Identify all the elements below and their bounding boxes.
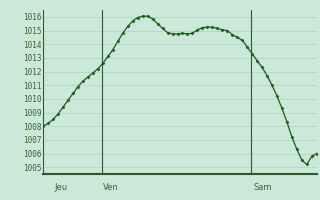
Text: Jeu: Jeu [54,183,67,192]
Text: Ven: Ven [103,183,119,192]
Text: Sam: Sam [254,183,272,192]
